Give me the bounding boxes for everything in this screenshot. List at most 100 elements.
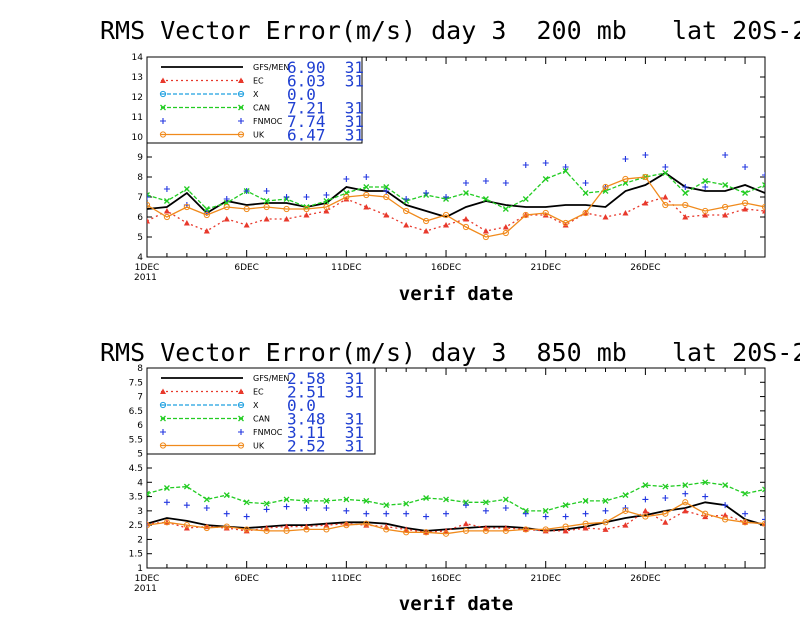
legend-value-can: 7.21 31 xyxy=(287,99,364,118)
data-point-ec xyxy=(163,208,170,214)
data-point-uk xyxy=(662,201,669,209)
y-tick-label: 10 xyxy=(132,133,144,143)
data-point-can xyxy=(163,198,170,204)
data-point-fnmoc xyxy=(462,180,469,186)
legend-label-uk: UK xyxy=(253,442,265,451)
legend-label-gfs-men: GFS/MEN xyxy=(253,374,289,383)
data-point-uk xyxy=(147,522,151,529)
data-point-fnmoc xyxy=(163,499,170,506)
data-point-uk xyxy=(582,209,589,217)
data-point-uk xyxy=(482,527,490,534)
data-point-fnmoc xyxy=(443,510,450,517)
x-tick-label: 21DEC xyxy=(531,574,561,584)
data-point-fnmoc xyxy=(642,152,649,158)
data-point-ec xyxy=(443,222,450,228)
data-point-uk xyxy=(462,223,470,231)
legend-box xyxy=(146,56,363,144)
data-point-fnmoc xyxy=(343,507,350,514)
data-point-fnmoc xyxy=(562,164,569,170)
data-point-ec xyxy=(722,212,729,218)
data-point-uk xyxy=(622,175,629,183)
data-point-uk xyxy=(323,203,330,211)
data-point-uk xyxy=(403,529,410,536)
data-point-can xyxy=(502,496,509,503)
data-point-fnmoc xyxy=(762,516,765,523)
data-point-can xyxy=(682,190,689,196)
data-point-uk xyxy=(363,191,370,199)
data-point-fnmoc xyxy=(522,162,529,168)
data-point-can xyxy=(363,184,370,190)
data-point-ec xyxy=(702,212,709,218)
data-point-fnmoc xyxy=(323,505,330,511)
data-point-fnmoc xyxy=(183,502,190,509)
chart-title: RMS Vector Error(m/s) day 3 850 mb lat 2… xyxy=(100,338,800,367)
series-line-ec xyxy=(147,196,765,232)
data-point-can xyxy=(243,499,250,506)
data-point-ec xyxy=(562,222,569,228)
data-point-can xyxy=(403,500,410,507)
data-point-uk xyxy=(722,516,729,523)
data-point-uk xyxy=(562,219,569,227)
legend-value-uk: 6.47 31 xyxy=(287,126,364,145)
data-point-uk xyxy=(502,229,509,237)
data-point-uk xyxy=(722,203,729,211)
series-ec xyxy=(147,194,765,234)
data-point-fnmoc xyxy=(482,178,489,184)
legend-marker-ec xyxy=(160,77,166,83)
data-point-ec xyxy=(223,216,230,222)
series-line-can xyxy=(147,170,765,210)
data-point-uk xyxy=(741,199,749,207)
data-point-uk xyxy=(642,173,649,181)
series-line-can xyxy=(147,481,765,512)
x-year-label: 2011 xyxy=(134,273,157,283)
data-point-fnmoc xyxy=(343,176,350,182)
data-point-ec xyxy=(283,523,290,530)
series-ec xyxy=(147,507,765,535)
data-point-uk xyxy=(442,211,450,219)
data-point-fnmoc xyxy=(502,505,509,511)
data-point-can xyxy=(742,490,749,497)
data-point-fnmoc xyxy=(363,510,370,517)
data-point-can xyxy=(163,485,170,491)
data-point-can xyxy=(542,176,549,182)
data-point-fnmoc xyxy=(263,506,270,513)
legend-marker-fnmoc xyxy=(238,118,244,124)
data-point-can xyxy=(562,502,569,509)
legend-label-ec: EC xyxy=(253,77,264,86)
data-point-uk xyxy=(662,510,669,517)
data-point-ec xyxy=(622,522,629,528)
y-tick-label: 9 xyxy=(137,153,143,163)
data-point-ec xyxy=(343,196,350,202)
data-point-uk xyxy=(642,513,649,520)
data-point-can xyxy=(383,502,390,509)
data-point-fnmoc xyxy=(263,188,270,194)
legend-box xyxy=(146,367,376,455)
data-point-uk xyxy=(522,526,529,533)
data-point-ec xyxy=(642,200,649,206)
legend-marker-x xyxy=(159,401,167,409)
data-point-uk xyxy=(203,211,210,219)
data-point-fnmoc xyxy=(383,510,390,517)
legend-marker-x xyxy=(237,90,245,98)
data-point-ec xyxy=(263,216,270,222)
data-point-uk xyxy=(263,203,270,211)
legend-marker-can xyxy=(160,415,166,422)
data-point-ec xyxy=(482,228,489,234)
data-point-fnmoc xyxy=(562,513,569,520)
data-point-fnmoc xyxy=(147,194,150,200)
x-tick-label: 1DEC xyxy=(135,574,160,584)
data-point-can xyxy=(482,499,489,506)
data-point-uk xyxy=(542,209,549,217)
data-point-fnmoc xyxy=(582,510,589,517)
legend-label-uk: UK xyxy=(253,131,265,140)
data-point-uk xyxy=(147,201,151,209)
data-point-fnmoc xyxy=(682,490,689,497)
data-point-uk xyxy=(163,213,171,221)
data-point-uk xyxy=(422,217,430,225)
data-point-can xyxy=(662,170,669,176)
data-point-uk xyxy=(283,205,290,213)
data-point-uk xyxy=(243,526,250,533)
y-tick-label: 1.5 xyxy=(129,550,143,560)
